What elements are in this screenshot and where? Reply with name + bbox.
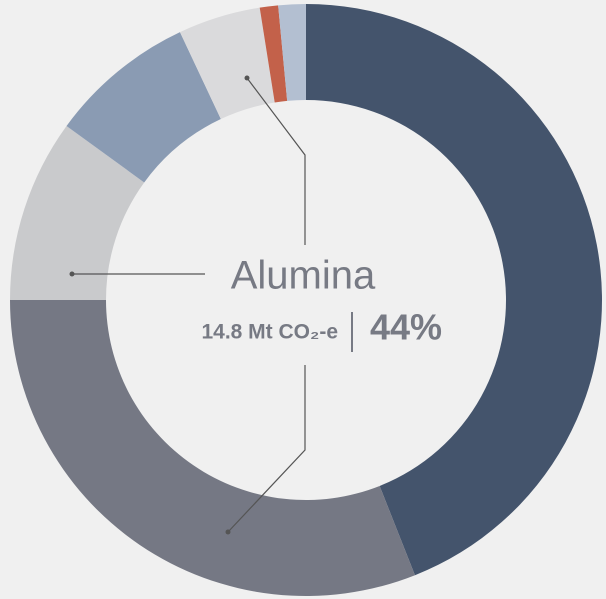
donut-segment bbox=[10, 300, 415, 597]
donut-segment bbox=[306, 4, 603, 576]
segments bbox=[10, 4, 603, 597]
leader-line bbox=[227, 365, 306, 533]
leader-dot bbox=[225, 529, 231, 535]
center-share: 44% bbox=[370, 307, 442, 348]
donut-segment bbox=[66, 32, 221, 183]
center-amount: 14.8 Mt CO₂-e bbox=[201, 321, 338, 344]
leader-dot bbox=[244, 75, 250, 81]
leader-line bbox=[246, 77, 306, 245]
leader-lines bbox=[72, 77, 306, 533]
donut-segment bbox=[278, 4, 306, 101]
leader-dot bbox=[69, 271, 75, 277]
donut-segment bbox=[259, 5, 288, 103]
center-label: Alumina bbox=[231, 254, 376, 298]
donut-segment bbox=[179, 7, 275, 120]
donut-segment bbox=[10, 126, 145, 300]
